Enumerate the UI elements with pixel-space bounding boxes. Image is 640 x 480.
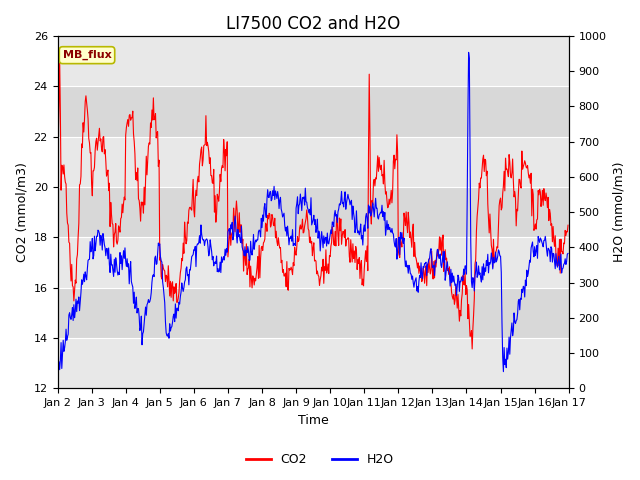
- Bar: [58, 86, 569, 137]
- Legend: CO2, H2O: CO2, H2O: [241, 448, 399, 471]
- Bar: [58, 137, 569, 187]
- Bar: [58, 36, 569, 86]
- Bar: [58, 187, 569, 237]
- Y-axis label: CO2 (mmol/m3): CO2 (mmol/m3): [15, 162, 28, 262]
- X-axis label: Time: Time: [298, 414, 328, 427]
- Text: MB_flux: MB_flux: [63, 50, 111, 60]
- Bar: [58, 288, 569, 338]
- Bar: [58, 338, 569, 388]
- Y-axis label: H2O (mmol/m3): H2O (mmol/m3): [612, 162, 625, 263]
- Title: LI7500 CO2 and H2O: LI7500 CO2 and H2O: [226, 15, 400, 33]
- Bar: [58, 237, 569, 288]
